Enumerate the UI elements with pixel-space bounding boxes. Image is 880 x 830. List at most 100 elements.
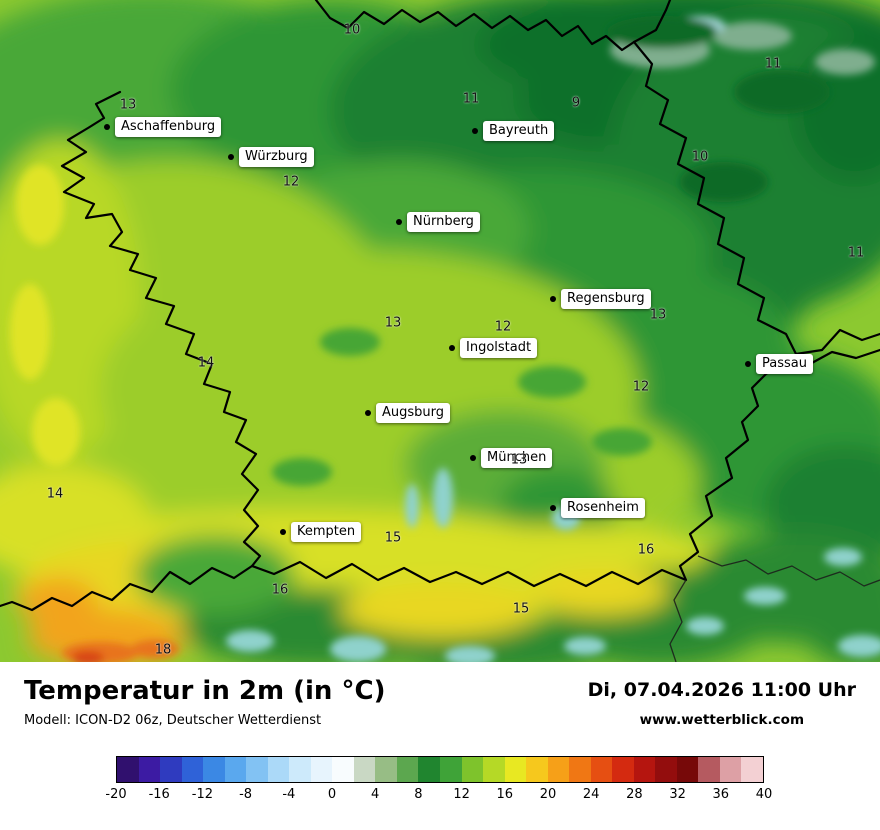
temp-label: 12 bbox=[494, 319, 512, 335]
city-dot bbox=[550, 296, 556, 302]
legend-color-segment bbox=[310, 757, 333, 782]
legend-color-segment bbox=[741, 757, 763, 782]
temp-label: 16 bbox=[271, 582, 289, 598]
legend-tick-label: 36 bbox=[712, 787, 730, 802]
legend-ticks: -20 -16 -12 -8 -4 0 4 8 12 16 20 24 28 32 36 40 bbox=[105, 787, 772, 805]
temp-label: 16 bbox=[637, 542, 655, 558]
legend-color-segment bbox=[246, 757, 268, 782]
city-marker: Kempten bbox=[280, 522, 362, 542]
city-marker: Aschaffenburg bbox=[104, 117, 222, 137]
city-marker: Regensburg bbox=[550, 289, 651, 309]
city-dot bbox=[396, 219, 402, 225]
legend-color-segment bbox=[655, 757, 677, 782]
city-label: Rosenheim bbox=[561, 498, 645, 518]
city-dot bbox=[228, 154, 234, 160]
meta-right: Di, 07.04.2026 11:00 Uhr www.wetterblick… bbox=[588, 679, 856, 728]
city-marker: Bayreuth bbox=[472, 121, 555, 141]
city-label: Nürnberg bbox=[407, 212, 480, 232]
temp-label: 12 bbox=[632, 379, 650, 395]
city-dot bbox=[470, 455, 476, 461]
legend-tick-label: -4 bbox=[282, 787, 296, 802]
temp-label: 14 bbox=[46, 486, 64, 502]
legend-tick-label: 4 bbox=[371, 787, 380, 802]
legend-tick-label: 0 bbox=[327, 787, 337, 802]
city-label: Aschaffenburg bbox=[115, 117, 222, 137]
temp-label: 10 bbox=[691, 149, 709, 165]
temp-label: 18 bbox=[154, 642, 172, 658]
city-dot bbox=[449, 345, 455, 351]
city-dot bbox=[745, 361, 751, 367]
forecast-datetime: Di, 07.04.2026 11:00 Uhr bbox=[587, 679, 856, 701]
model-info: Modell: ICON-D2 06z, Deutscher Wetterdie… bbox=[24, 713, 322, 728]
city-label: Passau bbox=[756, 354, 813, 374]
city-label: Augsburg bbox=[376, 403, 451, 423]
temp-label: 13 bbox=[649, 307, 667, 323]
legend-color-segment bbox=[224, 757, 247, 782]
map-meta: Temperatur in 2m (in °C) Modell: ICON-D2… bbox=[24, 676, 856, 728]
city-dot bbox=[365, 410, 371, 416]
temp-label: 13 bbox=[510, 452, 528, 468]
legend-tick-label: -16 bbox=[148, 787, 170, 802]
city-marker: Passau bbox=[745, 354, 813, 374]
temp-label: 11 bbox=[462, 91, 480, 107]
legend-color-segment bbox=[483, 757, 505, 782]
meta-left: Temperatur in 2m (in °C) Modell: ICON-D2… bbox=[24, 676, 385, 728]
city-label: Bayreuth bbox=[483, 121, 555, 141]
temp-label: 13 bbox=[384, 315, 402, 331]
legend-color-segment bbox=[612, 757, 634, 782]
legend-tick-label: 16 bbox=[496, 787, 514, 802]
temperature-legend: -20 -16 -12 -8 -4 0 4 8 12 16 20 24 28 32 36 40 bbox=[24, 756, 856, 805]
city-marker: Würzburg bbox=[228, 147, 314, 167]
temp-label: 14 bbox=[197, 355, 215, 371]
city-label: Würzburg bbox=[239, 147, 314, 167]
city-marker: Nürnberg bbox=[396, 212, 480, 232]
legend-tick-label: 20 bbox=[539, 787, 557, 802]
legend-color-segment bbox=[353, 757, 376, 782]
legend-tick-label: -20 bbox=[105, 787, 127, 802]
temp-label: 13 bbox=[119, 97, 137, 113]
minor-border-lines bbox=[669, 555, 880, 662]
legend-tick-label: 32 bbox=[669, 787, 686, 802]
temp-label: 11 bbox=[764, 56, 782, 72]
legend-color-segment bbox=[633, 757, 656, 782]
legend-color-segment bbox=[590, 757, 613, 782]
temp-label: 9 bbox=[571, 95, 581, 111]
state-border-lines bbox=[0, 0, 880, 612]
temperature-map: Aschaffenburg Würzburg Bayreuth Nürnberg Reg… bbox=[0, 0, 880, 662]
legend-tick-label: 8 bbox=[414, 787, 423, 802]
legend-color-segment bbox=[203, 757, 225, 782]
map-overlay: Aschaffenburg Würzburg Bayreuth Nürnberg Reg… bbox=[46, 23, 865, 658]
footer: Temperatur in 2m (in °C) Modell: ICON-D2… bbox=[0, 662, 880, 830]
city-dot bbox=[104, 124, 110, 130]
temp-label: 15 bbox=[512, 601, 530, 617]
legend-color-segment bbox=[396, 757, 419, 782]
legend-color-segment bbox=[117, 757, 139, 782]
city-label: Regensburg bbox=[561, 289, 651, 309]
legend-color-segment bbox=[461, 757, 484, 782]
city-dot bbox=[550, 505, 556, 511]
legend-color-segment bbox=[289, 757, 311, 782]
map-title: Temperatur in 2m (in °C) bbox=[24, 676, 386, 706]
city-label: Kempten bbox=[291, 522, 362, 542]
legend-color-segment bbox=[569, 757, 591, 782]
legend-color-segment bbox=[160, 757, 182, 782]
legend-tick-label: 40 bbox=[755, 787, 773, 802]
legend-bar bbox=[116, 756, 764, 783]
city-marker: Augsburg bbox=[365, 403, 451, 423]
legend-color-segment bbox=[676, 757, 699, 782]
city-marker: München bbox=[470, 448, 553, 468]
city-marker: Ingolstadt bbox=[449, 338, 538, 358]
legend-color-segment bbox=[181, 757, 204, 782]
website-url: www.wetterblick.com bbox=[639, 712, 805, 728]
legend-color-segment bbox=[439, 757, 462, 782]
legend-tick-label: -8 bbox=[239, 787, 253, 802]
temp-label: 15 bbox=[384, 530, 402, 546]
city-dot bbox=[472, 128, 478, 134]
legend-tick-label: -12 bbox=[191, 787, 214, 802]
legend-color-segment bbox=[698, 757, 720, 782]
temp-label: 12 bbox=[282, 174, 300, 190]
legend-tick-label: 24 bbox=[582, 787, 600, 802]
legend-color-segment bbox=[547, 757, 570, 782]
legend-color-segment bbox=[719, 757, 742, 782]
legend-color-segment bbox=[504, 757, 527, 782]
